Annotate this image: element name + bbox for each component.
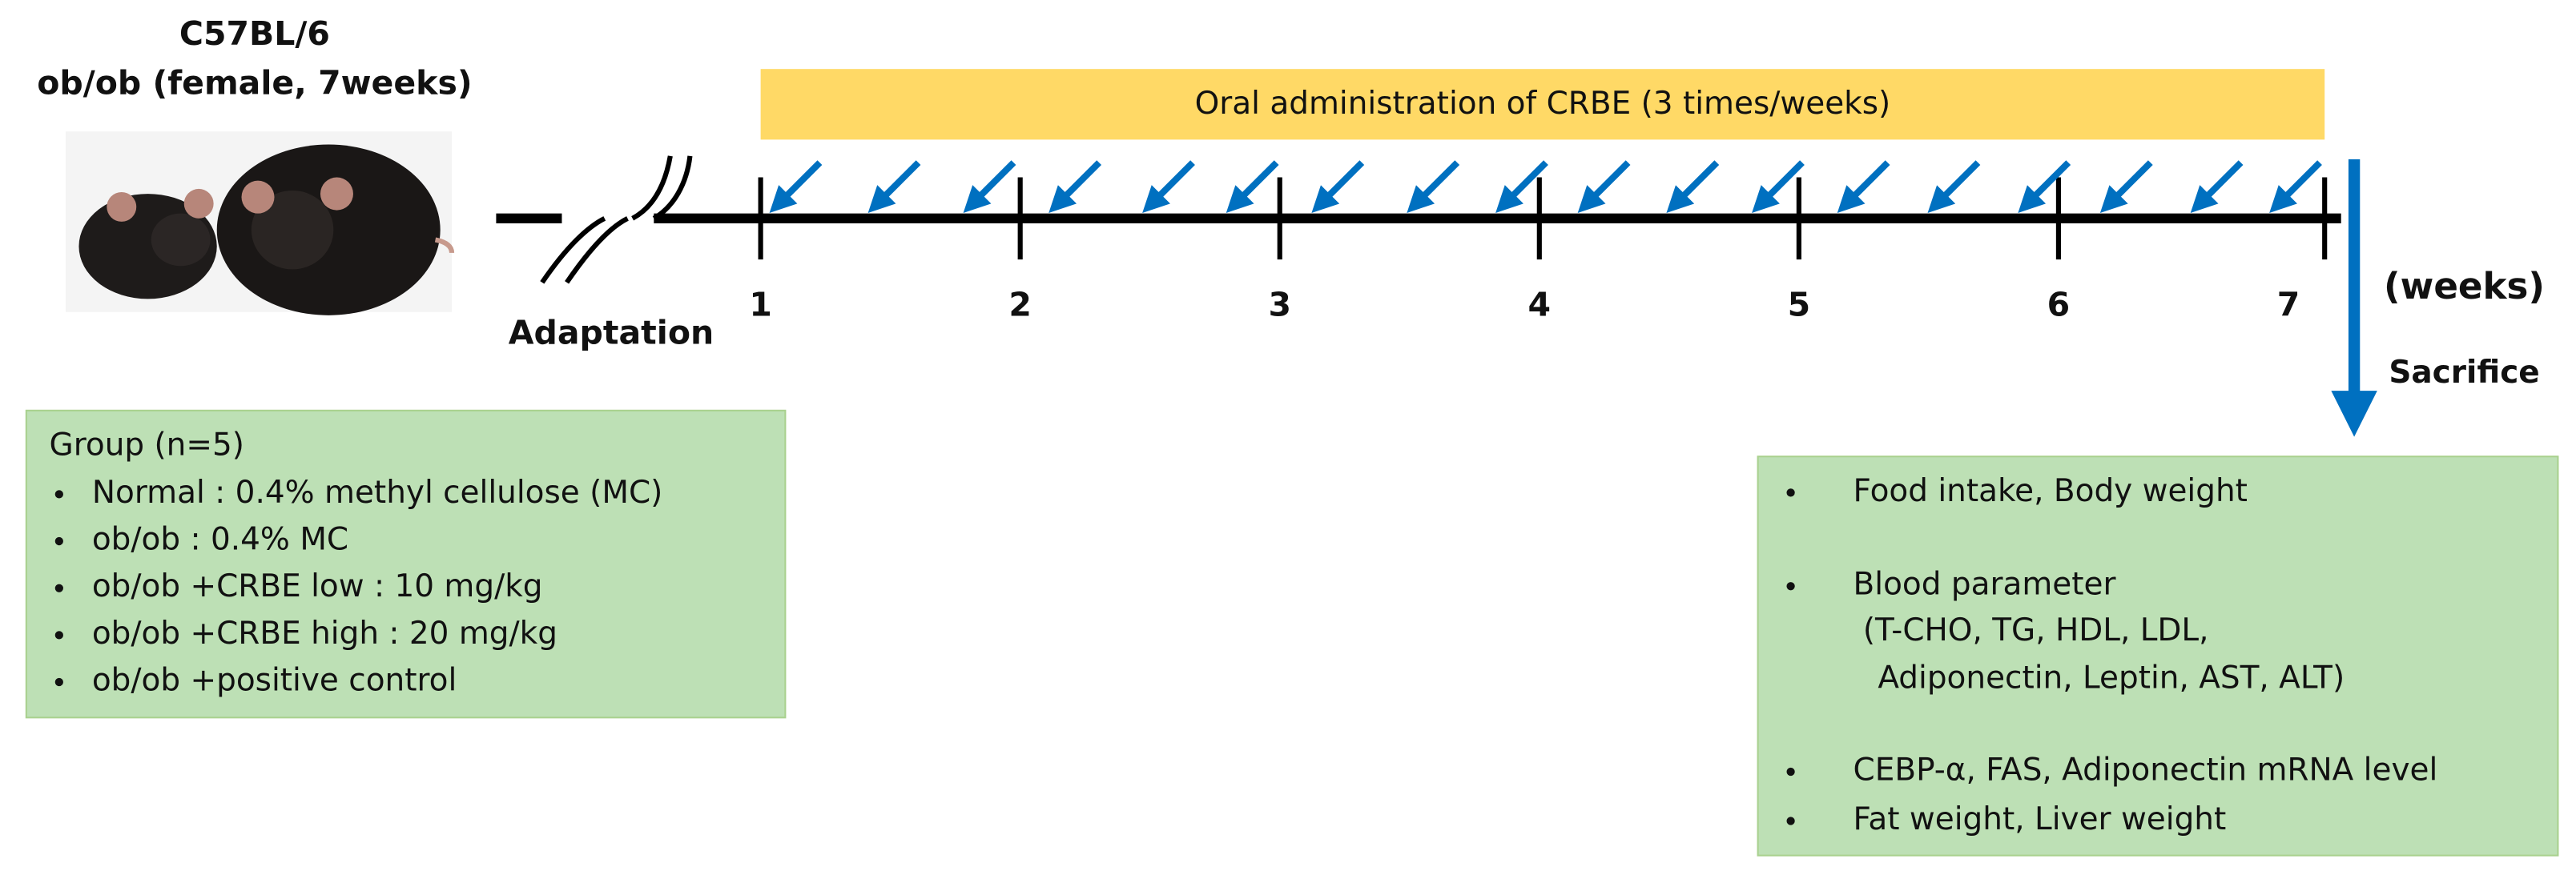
axis-break: [540, 155, 693, 284]
outcome-item: Blood parameter: [1854, 567, 2117, 603]
dose-arrow: [769, 160, 823, 213]
week-label: 5: [1788, 286, 1811, 324]
treatment-label: Oral administration of CRBE (3 times/wee…: [1195, 86, 1891, 122]
dose-arrow: [1049, 160, 1102, 213]
treatment-bar: [760, 69, 2325, 140]
group-item: ob/ob +CRBE high : 20 mg/kg: [92, 616, 557, 652]
dose-arrow: [1495, 160, 1548, 213]
week-label: 6: [2047, 286, 2071, 324]
dose-arrow: [1837, 160, 1890, 213]
strain: C57BL/6: [179, 14, 330, 53]
mice-illustration: [66, 131, 455, 315]
dose-arrow: [1407, 160, 1460, 213]
bullet: [54, 490, 63, 499]
week-label: 2: [1008, 286, 1032, 324]
week-label: 3: [1268, 286, 1291, 324]
outcome-detail: Adiponectin, Leptin, AST, ALT): [1878, 660, 2345, 696]
dose-arrow: [1311, 160, 1365, 213]
group-item: ob/ob +CRBE low : 10 mg/kg: [92, 568, 543, 604]
model: ob/ob (female, 7weeks): [37, 64, 472, 102]
outcome-box: [1757, 456, 2559, 857]
dose-arrow: [1927, 160, 1981, 213]
bullet: [1786, 582, 1795, 591]
bullet: [1786, 488, 1795, 497]
dose-arrow: [2018, 160, 2071, 213]
dose-arrow: [867, 160, 921, 213]
outcome-detail: (T-CHO, TG, HDL, LDL,: [1863, 612, 2209, 648]
dose-arrow: [2099, 160, 2153, 213]
dose-arrow: [1142, 160, 1195, 213]
dose-arrow: [2190, 160, 2244, 213]
bullet: [1786, 817, 1795, 825]
week-label: 7: [2277, 286, 2300, 324]
week-label: 4: [1528, 286, 1552, 324]
bullet: [54, 631, 63, 640]
dose-arrow: [1226, 160, 1279, 213]
adaptation-label: Adaptation: [509, 313, 714, 351]
dose-arrow: [1666, 160, 1720, 213]
bullet: [54, 584, 63, 592]
sacrifice-label: Sacrifice: [2389, 355, 2539, 391]
dose-arrow: [1577, 160, 1631, 213]
dose-arrow: [2269, 160, 2322, 213]
group-title: Group (n=5): [50, 427, 244, 463]
outcome-item: Food intake, Body weight: [1854, 473, 2248, 509]
outcome-item: Fat weight, Liver weight: [1854, 801, 2227, 837]
bullet: [54, 536, 63, 546]
group-item: Normal : 0.4% methyl cellulose (MC): [92, 475, 663, 511]
bullet: [1786, 767, 1795, 777]
week-unit: (weeks): [2384, 265, 2545, 307]
group-item: ob/ob +positive control: [92, 663, 457, 699]
group-item: ob/ob : 0.4% MC: [92, 522, 348, 558]
week-label: 1: [749, 286, 772, 324]
bullet: [54, 677, 63, 687]
group-box: [25, 409, 787, 719]
dose-arrow: [1752, 160, 1805, 213]
outcome-item: CEBP-α, FAS, Adiponectin mRNA level: [1854, 753, 2438, 789]
dose-arrow: [963, 160, 1016, 213]
